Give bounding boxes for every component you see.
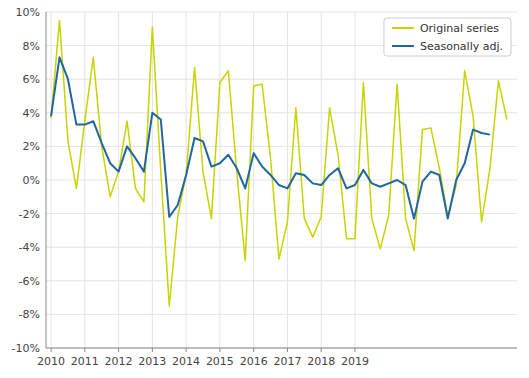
x-tick-label: 2014 [172,355,200,368]
y-axis-line [46,12,47,348]
y-grid-line [46,348,517,349]
legend-box [384,18,511,56]
series-line [51,57,490,218]
y-grid-line [46,146,517,147]
y-tick-label: 10% [16,6,40,19]
y-tick-label: -6% [19,275,40,288]
x-tick [321,348,322,352]
x-tick-label: 2010 [37,355,65,368]
y-grid-line [46,314,517,315]
x-grid-line [152,12,153,348]
x-tick-label: 2013 [138,355,166,368]
x-grid-line [84,12,85,348]
legend-swatch [392,27,414,29]
x-tick-label: 2015 [206,355,234,368]
y-grid-line [46,112,517,113]
x-grid-line [287,12,288,348]
legend: Original series Seasonally adj. [384,18,511,56]
x-grid-line [253,12,254,348]
x-tick-label: 2016 [240,355,268,368]
x-tick [186,348,187,352]
x-grid-line [321,12,322,348]
legend-label: Seasonally adj. [420,40,503,53]
chart: -10% -8% -6% -4% -2% 0% 2% 4% 6% 8% 10% 2010 2011 201… [0,0,529,378]
x-axis-line [46,348,517,349]
lines [51,20,507,306]
y-grid-line [46,12,517,13]
y-tick-label: 8% [23,40,40,53]
x-tick-label: 2019 [341,355,369,368]
x-tick-label: 2018 [307,355,335,368]
x-tick-label: 2017 [273,355,301,368]
y-tick-label: 2% [23,140,40,153]
x-tick-label: 2012 [105,355,133,368]
x-tick [354,348,355,352]
y-grid-line [46,280,517,281]
y-tick-label: -2% [19,208,40,221]
y-tick-label: -10% [12,342,40,355]
x-grid-line [118,12,119,348]
grid [46,12,517,348]
x-tick [219,348,220,352]
y-grid-line [46,79,517,80]
x-grid-line [51,12,52,348]
y-tick-label: 6% [23,73,40,86]
x-grid-line [219,12,220,348]
x-tick [51,348,52,352]
y-tick-label: 4% [23,107,40,120]
x-tick-label: 2011 [71,355,99,368]
y-tick-label: 0% [23,174,40,187]
x-tick [253,348,254,352]
legend-label: Original series [420,22,499,35]
x-tick [118,348,119,352]
legend-swatch [392,45,414,47]
x-grid-line [354,12,355,348]
y-tick-label: -8% [19,308,40,321]
series-line [51,20,507,306]
x-tick [84,348,85,352]
x-tick [152,348,153,352]
x-tick [287,348,288,352]
y-tick-label: -4% [19,241,40,254]
